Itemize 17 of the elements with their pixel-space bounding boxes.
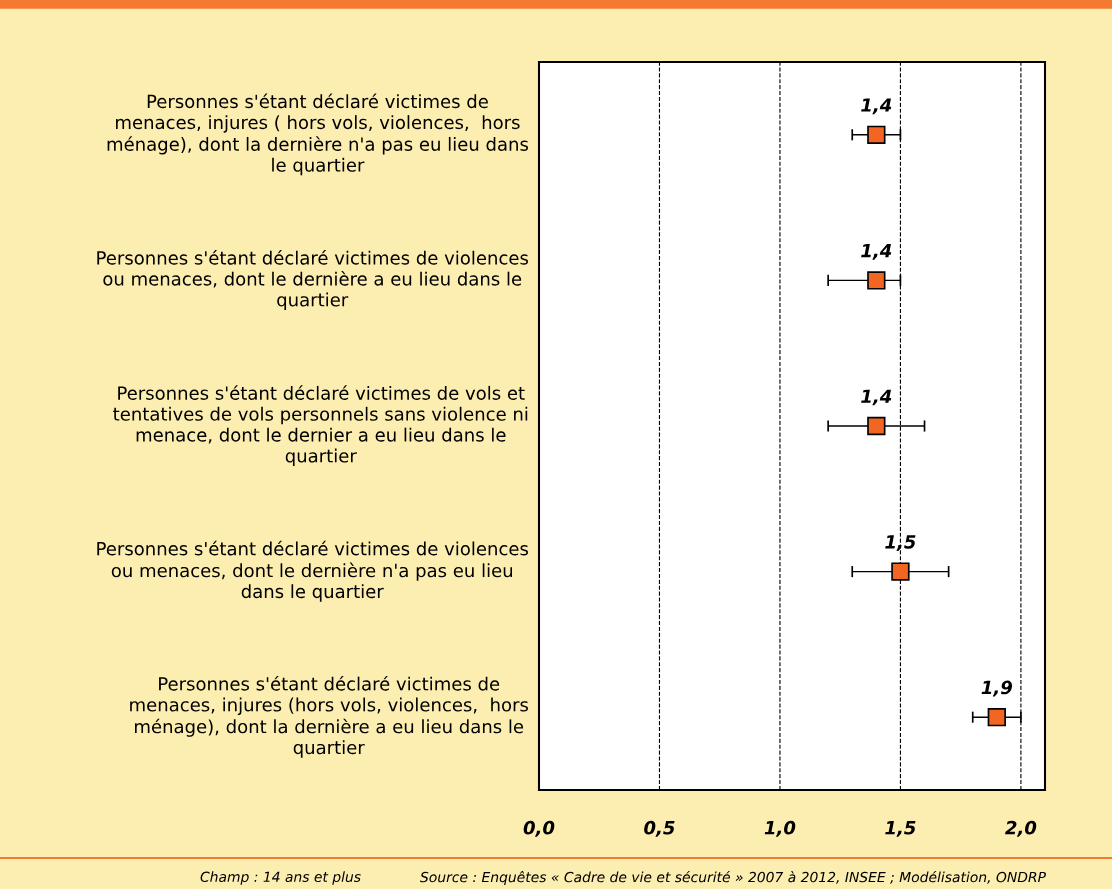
text: Champ : 14 ans et plus	[200, 871, 361, 885]
x-tick-label: 0,5	[644, 820, 675, 837]
x-tick-label: 0,0	[523, 820, 555, 837]
data-label: 1,5	[885, 535, 916, 551]
x-tick-label: 2,0	[1005, 820, 1037, 837]
y-tick-label: Personnes s'étant déclaré victimes de vols et tentatives de vols personnels sans violence ni menace, dont le dernier a eu lieu dans le quartier	[113, 385, 528, 467]
data-label: 1,9	[981, 680, 1013, 697]
data-label: 1,4	[861, 244, 892, 260]
x-tick-label: 1,5	[885, 821, 916, 837]
x-tick-label: 1,0	[764, 820, 796, 837]
data-label: 1,4	[861, 98, 892, 115]
y-tick-label: Personnes s'étant déclaré victimes de violences ou menaces, dont le dernière n'a pas eu lieu dans le quartier	[97, 540, 528, 602]
y-tick-label: Personnes s'étant déclaré victimes de violences ou menaces, dont le dernière a eu lieu dans le quartier	[97, 250, 528, 311]
y-tick-label: Personnes s'étant déclaré victimes de menaces, injures ( hors vols, violences, hors ménage), dont la dernière n'a pas eu lieu dans le quartier	[107, 93, 528, 176]
y-tick-label: Personnes s'étant déclaré victimes de menaces, injures (hors vols, violences, hors ménage), dont la dernière a eu lieu dans le quartier	[130, 675, 529, 758]
data-label: 1,4	[861, 389, 892, 406]
source-note: Source : Enquêtes « Cadre de vie et sécurité » 2007 à 2012, INSEE ; Modélisation, ONDRP	[420, 870, 1046, 885]
